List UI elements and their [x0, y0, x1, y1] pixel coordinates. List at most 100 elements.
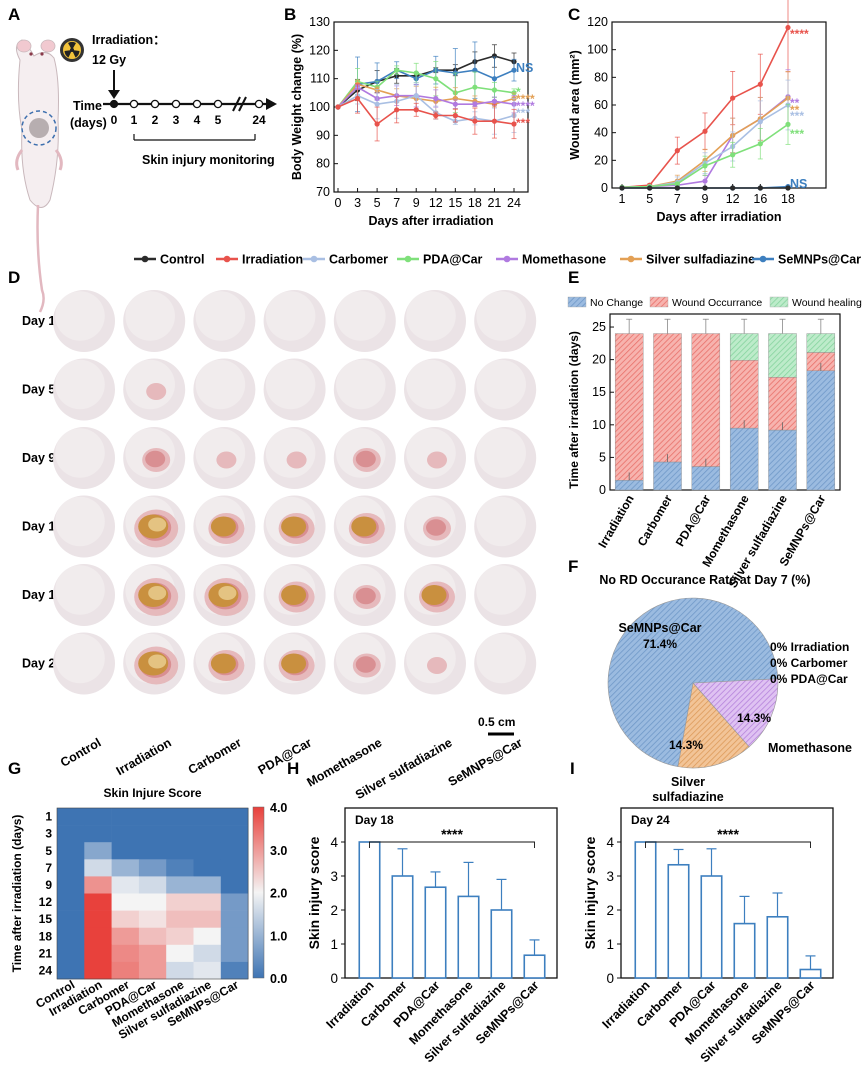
row-label: 24 — [39, 963, 53, 977]
legend-label: SeMNPs@Car — [778, 253, 861, 267]
legend-label: PDA@Car — [423, 253, 483, 267]
skin-injury-heatmap: Skin Injure Score135791215182124ControlI… — [10, 786, 287, 1042]
heatmap-cell — [193, 876, 222, 894]
skin-photo — [474, 564, 537, 626]
photo-highlight — [55, 633, 105, 684]
y-axis-label: Skin injury score — [582, 836, 598, 949]
photo-highlight — [476, 633, 526, 684]
y-tick-label: 0 — [601, 181, 608, 195]
skin-photo — [123, 564, 186, 626]
data-point — [394, 107, 400, 113]
data-point — [472, 101, 478, 107]
wound-lesion — [355, 450, 376, 468]
heatmap-cell — [57, 808, 85, 826]
significance-label: ** — [790, 96, 800, 110]
scale-bar-label: 0.5 cm — [478, 715, 515, 729]
heatmap-cell — [138, 808, 167, 826]
timeline-day-label: 24 — [252, 113, 266, 127]
skin-photo — [404, 358, 466, 421]
legend-item-momethasone: Momethasone — [496, 253, 606, 267]
series-irradiation — [335, 83, 517, 142]
skin-photo — [193, 632, 256, 695]
panel-label-b: B — [284, 5, 296, 24]
photo-highlight — [406, 291, 456, 341]
panel-label-f: F — [568, 557, 578, 576]
wound-crust — [148, 654, 167, 669]
colorbar-label: 0.0 — [270, 972, 287, 986]
skin-photo — [193, 427, 256, 489]
treatment-legend: Control Irradiation Carbomer PDA@Car Mometha… — [134, 253, 861, 267]
data-point — [433, 112, 439, 119]
heatmap-cell — [220, 859, 249, 877]
skin-photo — [263, 290, 326, 352]
axis-break-mark — [238, 96, 247, 112]
panel-a: A Irradiation： 12 Gy Time (days) — [8, 5, 277, 313]
skin-photo — [404, 564, 466, 626]
time-label: Time — [73, 99, 102, 113]
bar-segment-no-change — [768, 429, 797, 491]
heatmap-cell — [84, 961, 112, 980]
y-tick-label: 3 — [330, 869, 338, 884]
wound-scab — [281, 516, 307, 537]
significance-bracket — [369, 841, 535, 848]
monitoring-label: Skin injury monitoring — [142, 153, 275, 167]
legend-label: Momethasone — [522, 253, 606, 267]
y-axis-label: Time after irradiation (days) — [567, 331, 581, 489]
photo-highlight — [476, 291, 526, 341]
skin-photo — [123, 427, 186, 489]
skin-photo — [53, 358, 115, 421]
data-point — [702, 185, 708, 191]
heatmap-cell — [84, 808, 112, 826]
pie-title: No RD Occurance Rate at Day 7 (%) — [599, 573, 810, 587]
y-tick-label: 10 — [592, 418, 606, 432]
data-point — [472, 118, 478, 124]
significance-label: *** — [790, 109, 804, 123]
y-tick-label: 60 — [594, 98, 608, 112]
photo-highlight — [406, 359, 456, 410]
significance-label: *** — [790, 127, 804, 141]
y-tick-label: 120 — [309, 43, 330, 57]
bar-segment-wound-occurrance — [653, 333, 682, 463]
heatmap-cell — [220, 944, 249, 963]
row-label: 7 — [45, 861, 52, 875]
radiation-icon — [60, 38, 84, 62]
heatmap-cell — [220, 927, 249, 946]
skin-photo — [263, 632, 326, 695]
timeline-day-marker — [129, 99, 139, 109]
skin-photo — [123, 358, 186, 421]
heatmap-cell — [193, 944, 222, 963]
data-point — [674, 181, 680, 187]
skin-photo — [263, 564, 326, 626]
arrow-head-icon — [108, 90, 120, 99]
wound-lesion — [355, 587, 376, 605]
y-tick-label: 20 — [592, 353, 606, 367]
photo-highlight — [55, 428, 105, 478]
heatmap-cell — [166, 876, 194, 894]
heatmap-frame — [56, 807, 249, 980]
heatmap-cell — [166, 927, 194, 946]
x-tick-label: 12 — [429, 196, 443, 210]
data-point — [394, 67, 400, 73]
series-line — [337, 69, 515, 108]
heatmap-cell — [57, 961, 85, 980]
pie-slice-momethasone — [692, 678, 779, 748]
panel-label-d: D — [8, 268, 20, 287]
wound-lesion — [426, 519, 446, 536]
wound-redness — [286, 451, 307, 469]
panel-f: F No RD Occurance Rate at Day 7 (%) SeMNP… — [568, 557, 852, 804]
y-tick-label: 1 — [330, 937, 338, 952]
plot-frame — [609, 313, 841, 491]
body-weight-chart: 70 80 90 100 110 120 130 0 3 5 7 9 12 15 18 21 24 Days af… — [290, 15, 535, 228]
x-tick-label: 15 — [448, 196, 462, 210]
row-label: 1 — [45, 810, 52, 824]
data-point — [702, 163, 708, 169]
photo-highlight — [55, 565, 105, 615]
significance-label: *** — [516, 106, 530, 120]
timeline-day-label: 0 — [111, 113, 118, 127]
y-axis-label: Time after irradiation (days) — [10, 815, 24, 973]
x-tick-label: Carbomer — [635, 492, 676, 548]
heatmap-cell — [220, 893, 249, 911]
photo-highlight — [55, 359, 105, 410]
legend-label: Wound Occurrance — [672, 297, 762, 309]
